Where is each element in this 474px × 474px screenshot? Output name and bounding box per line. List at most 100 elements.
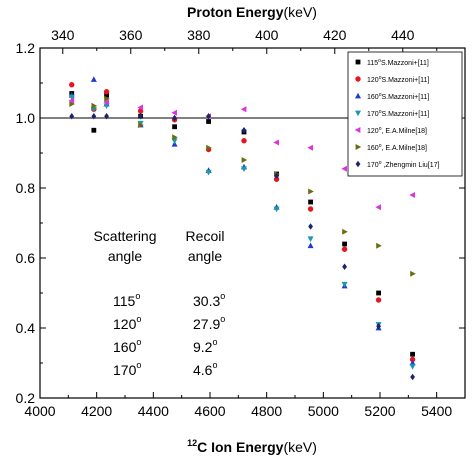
data-point (308, 188, 314, 195)
data-point (307, 242, 314, 249)
series-6 (69, 95, 416, 277)
bottom-tick-label: 4000 (24, 403, 55, 419)
table-cell: 115o (113, 291, 140, 309)
bottom-axis-title-unit: (keV) (283, 439, 316, 455)
cell-value: 27.9 (193, 316, 220, 332)
legend-box (347, 51, 463, 177)
data-point (138, 113, 143, 120)
data-point (241, 157, 248, 163)
legend-name: S.Mazzoni+[11] (381, 77, 429, 84)
cell-degree: o (220, 314, 225, 324)
data-point (91, 127, 97, 133)
cell-value: 120 (113, 316, 137, 332)
data-point (273, 139, 279, 146)
legend-marker (355, 59, 361, 65)
table-cell: 4.6o (193, 360, 217, 378)
table-cell: 9.2o (193, 337, 217, 355)
bottom-tick-label: 4800 (251, 403, 282, 419)
legend-angle: 120 (367, 128, 379, 135)
data-point (172, 134, 178, 141)
legend-marker (355, 92, 361, 99)
cell-degree: o (212, 360, 217, 370)
legend-name: , E.A.Milne[18] (381, 145, 427, 152)
top-tick-label: 380 (187, 27, 211, 43)
data-point (69, 82, 75, 88)
legend-angle: 160 (367, 94, 379, 101)
cell-value: 30.3 (193, 293, 220, 309)
cell-degree: o (136, 337, 141, 347)
legend-name: S.Mazzoni+[11] (381, 94, 429, 101)
data-point (273, 206, 280, 213)
legend: 115oS.Mazzoni+[11]120oS.Mazzoni+[11]160o… (347, 51, 463, 177)
cell-value: 115 (113, 293, 136, 309)
data-point (104, 92, 109, 98)
table-header: Scattering (93, 228, 156, 244)
legend-angle: 120 (367, 77, 379, 84)
data-point (307, 144, 313, 151)
legend-name: S.Mazzoni+[11] (381, 60, 429, 67)
legend-marker (354, 127, 361, 133)
data-point (91, 113, 97, 120)
data-point (410, 270, 416, 277)
cell-value: 160 (113, 339, 137, 355)
legend-angle: 170 (367, 111, 379, 118)
table-header: Recoil (186, 228, 225, 244)
legend-angle: 160 (367, 145, 379, 152)
table-header: angle (108, 248, 142, 264)
data-point (273, 176, 280, 182)
data-point (307, 236, 314, 242)
top-tick-label: 340 (51, 27, 75, 43)
legend-entry: 160o, E.A.Milne[18] (367, 143, 427, 152)
y-tick-label: 0.6 (16, 250, 36, 266)
y-tick-label: 1.0 (16, 110, 36, 126)
legend-degree: o (379, 75, 382, 81)
data-point (172, 114, 177, 122)
bottom-tick-label: 4600 (194, 403, 225, 419)
data-point (376, 290, 381, 296)
legend-angle: 115 (367, 60, 378, 67)
legend-marker (355, 76, 361, 82)
data-point (68, 94, 75, 101)
data-point (91, 102, 98, 109)
data-point (409, 192, 415, 198)
table-header: angle (188, 248, 222, 264)
data-point (241, 166, 247, 172)
table-cell: 27.9o (193, 314, 225, 332)
legend-degree: o (379, 160, 382, 166)
legend-name: , E.A.Milne[18] (381, 128, 427, 135)
table-cell: 160o (113, 337, 141, 355)
legend-degree: o (379, 143, 382, 149)
top-axis-title: Proton Energy(keV) (187, 4, 317, 20)
data-point (341, 246, 348, 252)
data-point (342, 263, 347, 270)
top-tick-label: 360 (119, 27, 143, 43)
legend-entry: 160oS.Mazzoni+[11] (367, 92, 429, 101)
legend-entry: 115oS.Mazzoni+[11] (367, 58, 429, 67)
data-point (307, 206, 314, 212)
y-axis-ticks: 0.2 0.4 0.6 0.8 1.0 1.2 (16, 40, 465, 406)
top-tick-label: 440 (391, 27, 415, 43)
data-point (409, 364, 416, 370)
data-point (376, 323, 381, 330)
legend-degree: o (379, 92, 382, 98)
table-cell: 170o (113, 360, 141, 378)
legend-entry: 170oS.Mazzoni+[11] (367, 109, 429, 118)
top-tick-label: 400 (255, 27, 279, 43)
cell-value: 4.6 (193, 362, 213, 378)
bottom-axis-title-main: C Ion Energy (197, 439, 284, 455)
data-point (308, 199, 313, 205)
y-tick-label: 1.2 (16, 40, 36, 56)
legend-entry: 120o, E.A.Milne[18] (367, 126, 427, 135)
legend-marker (355, 160, 361, 168)
cell-value: 9.2 (193, 339, 213, 355)
legend-entry: 170o ,Zhengmin Liu[17] (367, 160, 440, 169)
data-point (375, 297, 382, 303)
data-point (241, 138, 247, 144)
data-point (104, 113, 109, 120)
top-tick-label: 420 (323, 27, 347, 43)
top-axis-title-main: Proton Energy (187, 4, 284, 20)
data-point (308, 223, 313, 230)
bottom-tick-label: 5400 (421, 403, 452, 419)
data-point (138, 122, 144, 128)
